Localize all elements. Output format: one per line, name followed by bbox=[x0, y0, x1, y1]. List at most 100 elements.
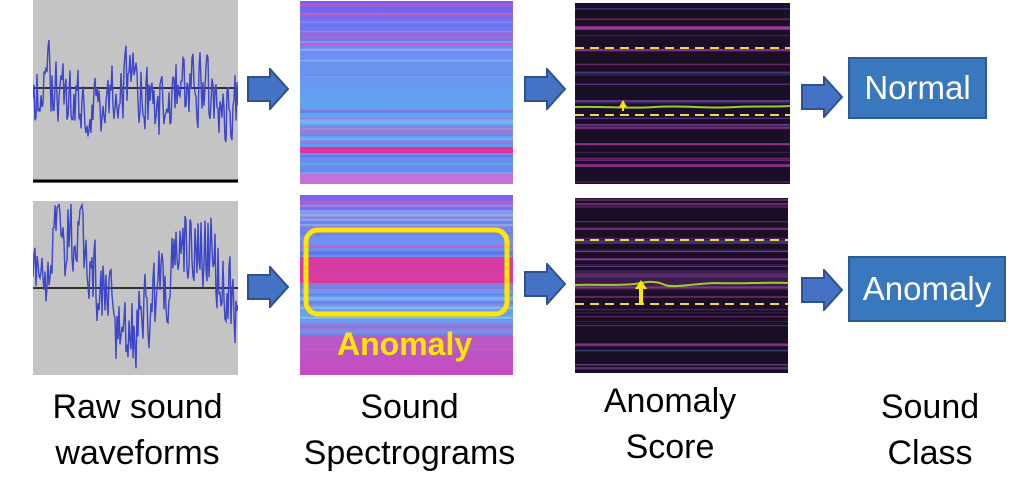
score-texture bbox=[575, 242, 788, 244]
spectrogram-normal bbox=[300, 1, 513, 184]
spectrogram-texture bbox=[300, 59, 513, 62]
score-texture bbox=[575, 102, 790, 104]
score-texture bbox=[575, 237, 788, 240]
class-box-anomaly: Anomaly bbox=[848, 256, 1006, 322]
score-texture bbox=[575, 250, 788, 253]
spectrogram-texture bbox=[300, 219, 513, 221]
spectrogram-texture bbox=[300, 286, 513, 289]
waveform-normal-plot bbox=[33, 0, 238, 183]
score-texture bbox=[575, 258, 788, 261]
waveform-anomaly bbox=[33, 201, 238, 375]
spectrogram-texture bbox=[300, 210, 513, 213]
spectrogram-texture bbox=[300, 214, 513, 217]
spectrogram-texture bbox=[300, 333, 513, 337]
score-texture bbox=[575, 127, 790, 130]
caption-spectrograms: Sound Spectrograms bbox=[303, 388, 516, 472]
score-texture bbox=[575, 205, 788, 208]
spectrogram-texture bbox=[300, 302, 513, 305]
score-texture bbox=[575, 316, 788, 318]
spectrogram-texture bbox=[300, 250, 513, 253]
score-texture bbox=[575, 18, 790, 21]
spectrogram-texture bbox=[300, 122, 513, 125]
score-normal bbox=[575, 3, 790, 184]
spectrogram-texture bbox=[300, 127, 513, 130]
score-texture bbox=[575, 367, 788, 370]
waveform-anomaly-plot bbox=[33, 201, 238, 375]
spectrogram-texture bbox=[300, 137, 513, 140]
score-texture bbox=[575, 367, 788, 370]
spectrogram-texture bbox=[300, 134, 513, 137]
spectrogram-texture bbox=[300, 283, 513, 285]
score-texture bbox=[575, 83, 790, 85]
score-texture bbox=[575, 296, 788, 298]
score-texture bbox=[575, 73, 790, 76]
spectrogram-texture bbox=[300, 245, 513, 247]
spectrogram-texture bbox=[300, 326, 513, 329]
score-texture bbox=[575, 26, 790, 29]
score-texture bbox=[575, 364, 788, 366]
spectrogram-texture bbox=[300, 20, 513, 24]
spectrogram-texture bbox=[300, 74, 513, 77]
caption-class: Sound Class bbox=[880, 388, 980, 472]
anomaly-highlight-box bbox=[303, 227, 510, 317]
score-texture bbox=[575, 198, 788, 202]
spectrogram-texture bbox=[300, 202, 513, 204]
spectrogram-normal-plot bbox=[300, 1, 513, 184]
spectrogram-texture bbox=[300, 4, 513, 7]
spectrogram-texture bbox=[300, 205, 513, 208]
score-texture bbox=[575, 124, 790, 126]
spectrogram-texture bbox=[300, 39, 513, 41]
spectrogram-texture bbox=[300, 108, 513, 112]
score-texture bbox=[575, 159, 790, 161]
score-texture bbox=[575, 344, 788, 347]
score-normal-plot bbox=[575, 3, 790, 184]
spectrogram-texture bbox=[300, 13, 513, 15]
score-texture bbox=[575, 321, 788, 323]
spectrogram-anomaly-plot bbox=[300, 195, 513, 375]
spectrogram-texture bbox=[300, 319, 513, 321]
spectrogram-anomaly: Anomaly bbox=[300, 195, 513, 375]
spectrogram-texture bbox=[300, 322, 513, 325]
right-arrow-icon bbox=[801, 76, 844, 118]
spectrogram-texture bbox=[300, 297, 513, 301]
score-anomaly bbox=[575, 198, 788, 373]
score-texture bbox=[575, 308, 788, 311]
spectrogram-texture bbox=[300, 204, 513, 208]
score-texture bbox=[575, 203, 788, 205]
up-arrow-icon bbox=[619, 100, 627, 107]
right-arrow-icon bbox=[247, 68, 290, 110]
spectrogram-texture bbox=[300, 110, 513, 113]
spectrogram-texture bbox=[300, 34, 513, 36]
spectrogram-texture bbox=[300, 217, 513, 219]
spectrogram-texture bbox=[300, 252, 513, 254]
spectrogram-texture bbox=[300, 163, 513, 166]
spectrogram-texture bbox=[300, 75, 513, 77]
score-texture bbox=[575, 324, 788, 327]
spectrogram-texture bbox=[300, 211, 513, 215]
spectrogram-texture bbox=[300, 13, 513, 17]
spectrogram-texture bbox=[300, 32, 513, 36]
spectrogram-texture bbox=[300, 306, 513, 309]
score-texture bbox=[575, 275, 788, 278]
score-texture bbox=[575, 264, 788, 266]
score-texture bbox=[575, 117, 790, 120]
spectrogram-texture bbox=[300, 200, 513, 203]
spectrogram-texture bbox=[300, 30, 513, 33]
spectrogram-texture bbox=[300, 224, 513, 227]
spectrogram-texture bbox=[300, 231, 513, 235]
spectrogram-texture bbox=[300, 5, 513, 8]
waveform-normal bbox=[33, 0, 238, 183]
spectrogram-texture bbox=[300, 301, 513, 304]
spectrogram-texture bbox=[300, 40, 513, 44]
score-anomaly-plot bbox=[575, 198, 788, 373]
score-texture bbox=[575, 143, 790, 146]
spectrogram-texture bbox=[300, 155, 513, 158]
caption-waveforms: Raw sound waveforms bbox=[52, 388, 223, 472]
anomaly-annotation: Anomaly bbox=[337, 326, 473, 362]
spectrogram-texture bbox=[300, 287, 513, 289]
spectrogram-texture bbox=[300, 121, 513, 124]
spectrogram-texture bbox=[300, 129, 513, 133]
spectrogram-texture bbox=[300, 327, 513, 331]
spectrogram-texture bbox=[300, 37, 513, 41]
spectrogram-texture bbox=[300, 253, 513, 256]
